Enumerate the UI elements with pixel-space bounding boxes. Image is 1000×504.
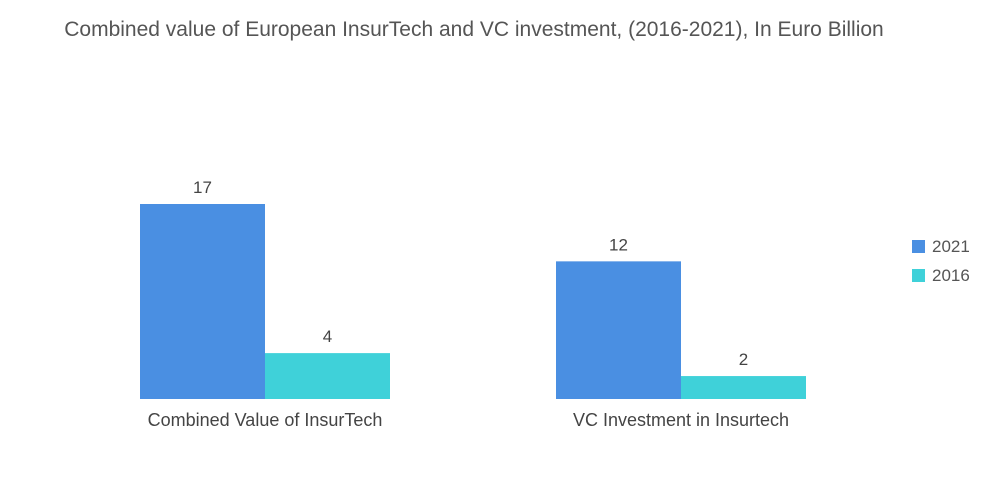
labels-layer: 17 4 Combined Value of InsurTech 12 2 VC Inve… [148, 178, 789, 430]
legend-item-2016[interactable]: 2016 [912, 261, 970, 290]
legend-swatch-2016 [912, 269, 925, 282]
bar-combined-value-2016[interactable] [265, 353, 390, 399]
data-label-vc-investment-2021: 12 [609, 235, 628, 254]
legend: 2021 2016 [912, 232, 970, 290]
legend-label-2016: 2016 [932, 265, 970, 285]
category-label-vc-investment: VC Investment in Insurtech [573, 410, 789, 430]
data-label-combined-value-2016: 4 [323, 327, 332, 346]
chart-title: Combined value of European InsurTech and… [64, 18, 884, 41]
legend-item-2021[interactable]: 2021 [912, 232, 970, 261]
bars-layer [140, 204, 806, 399]
bar-combined-value-2021[interactable] [140, 204, 265, 399]
bar-vc-investment-2021[interactable] [556, 261, 681, 399]
category-label-combined-value: Combined Value of InsurTech [148, 410, 383, 430]
data-label-combined-value-2021: 17 [193, 178, 212, 197]
legend-label-2021: 2021 [932, 236, 970, 256]
legend-swatch-2021 [912, 240, 925, 253]
bar-vc-investment-2016[interactable] [681, 376, 806, 399]
data-label-vc-investment-2016: 2 [739, 350, 748, 369]
